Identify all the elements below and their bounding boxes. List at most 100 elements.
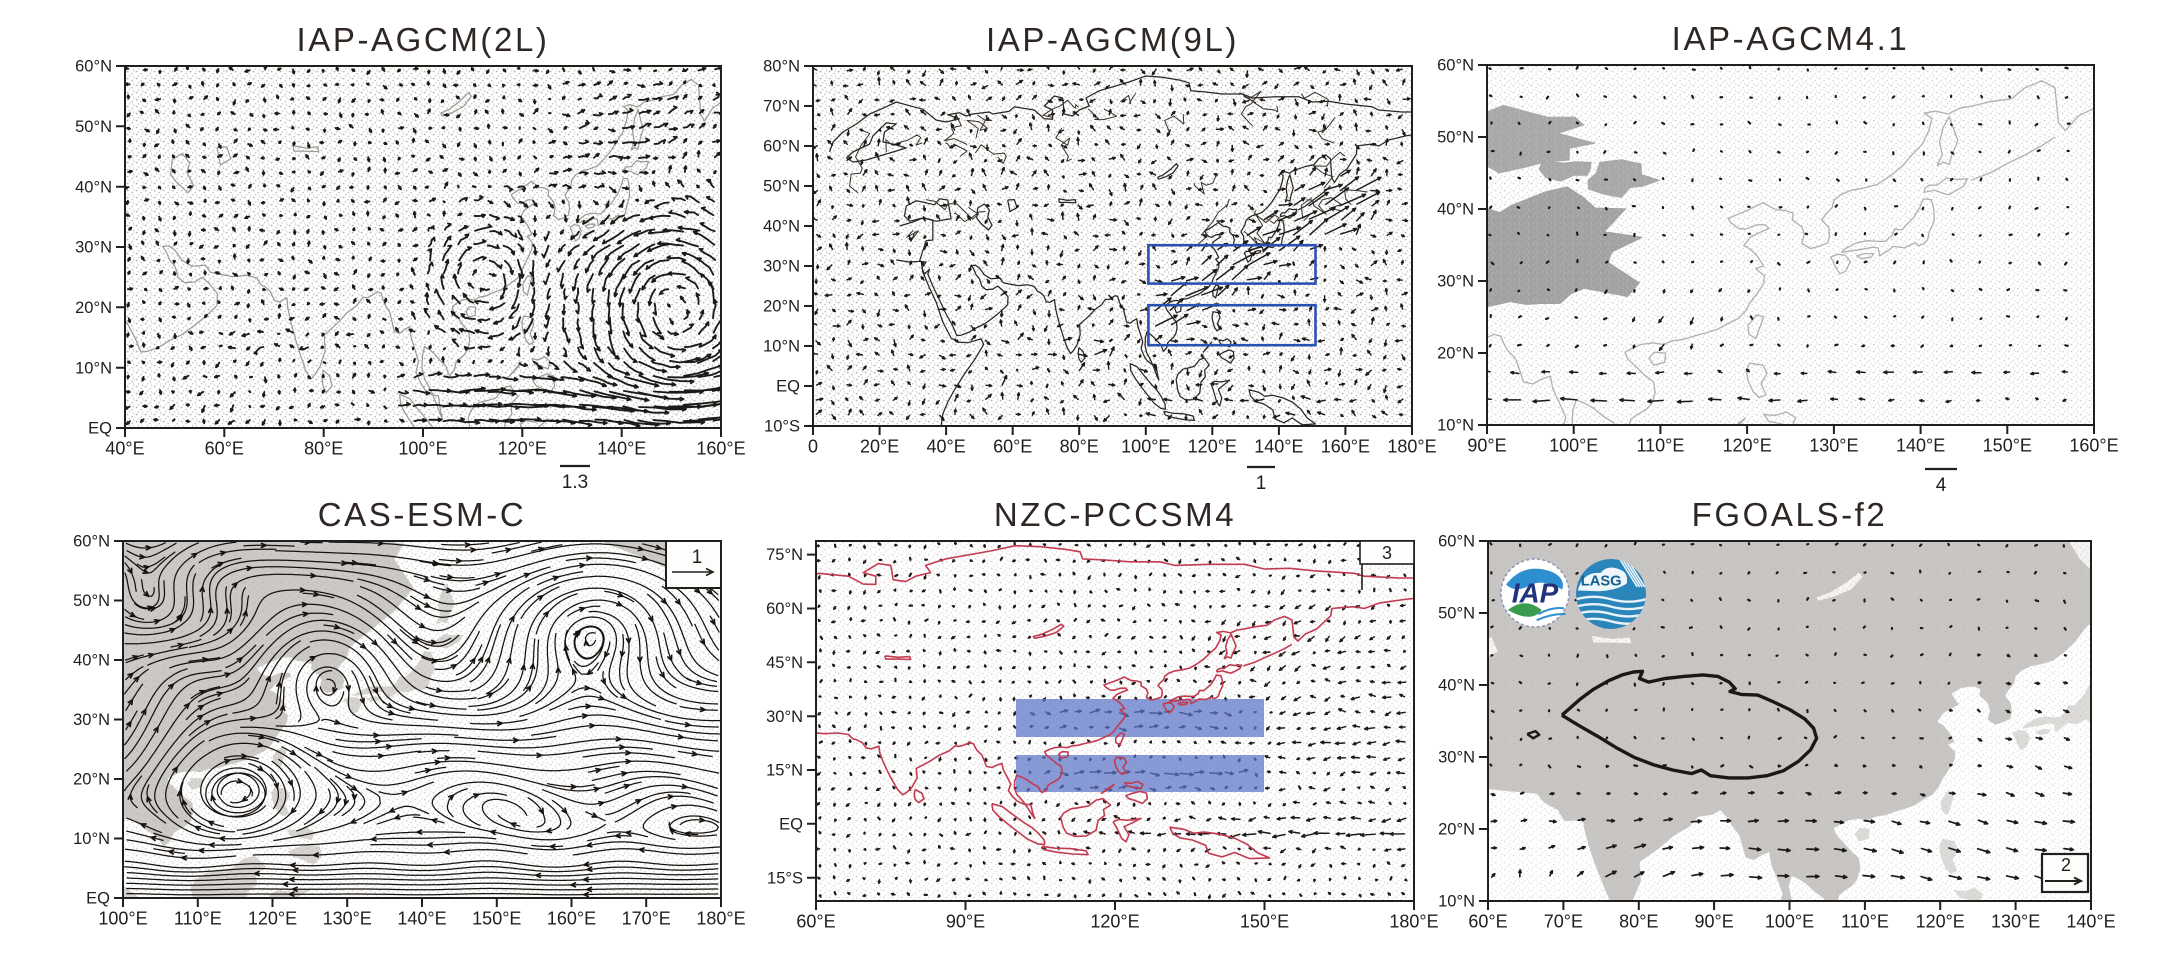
svg-text:60°E: 60°E [796, 912, 835, 932]
svg-text:4: 4 [1936, 475, 1947, 496]
svg-text:60°N: 60°N [763, 138, 800, 156]
svg-text:80°E: 80°E [1619, 912, 1658, 932]
svg-text:40°N: 40°N [75, 178, 112, 196]
svg-text:40°N: 40°N [1437, 201, 1474, 219]
svg-text:75°N: 75°N [766, 546, 803, 564]
svg-text:20°N: 20°N [73, 771, 110, 789]
svg-text:50°N: 50°N [1438, 605, 1475, 623]
svg-text:EQ: EQ [776, 378, 800, 396]
svg-text:100°E: 100°E [398, 439, 447, 459]
svg-text:20°N: 20°N [75, 299, 112, 317]
svg-text:40°N: 40°N [763, 218, 800, 236]
svg-text:140°E: 140°E [1254, 437, 1303, 457]
svg-text:100°E: 100°E [1121, 437, 1170, 457]
svg-text:140°E: 140°E [597, 439, 646, 459]
svg-text:LASG: LASG [1581, 573, 1622, 589]
svg-text:60°N: 60°N [73, 533, 110, 551]
svg-text:90°E: 90°E [1694, 912, 1733, 932]
svg-text:NZC-PCCSM4: NZC-PCCSM4 [994, 496, 1236, 533]
svg-text:60°E: 60°E [205, 439, 244, 459]
svg-text:50°N: 50°N [763, 178, 800, 196]
svg-text:140°E: 140°E [397, 909, 446, 929]
svg-text:90°E: 90°E [1467, 436, 1506, 456]
svg-text:160°E: 160°E [696, 439, 745, 459]
svg-text:90°E: 90°E [946, 912, 985, 932]
svg-text:30°N: 30°N [73, 711, 110, 729]
svg-text:60°N: 60°N [1437, 57, 1474, 75]
svg-text:10°N: 10°N [763, 338, 800, 356]
svg-text:15°N: 15°N [766, 762, 803, 780]
svg-text:10°N: 10°N [75, 359, 112, 377]
svg-text:20°N: 20°N [763, 298, 800, 316]
svg-text:160°E: 160°E [2069, 436, 2118, 456]
svg-text:IAP-AGCM(9L): IAP-AGCM(9L) [986, 21, 1239, 58]
svg-text:10°N: 10°N [1438, 893, 1475, 911]
svg-text:60°N: 60°N [75, 58, 112, 76]
svg-text:EQ: EQ [779, 815, 803, 833]
svg-text:130°E: 130°E [1809, 436, 1858, 456]
svg-text:170°E: 170°E [622, 909, 671, 929]
svg-text:100°E: 100°E [98, 909, 147, 929]
svg-text:110°E: 110°E [1636, 436, 1684, 456]
svg-text:0: 0 [808, 437, 818, 457]
svg-text:CAS-ESM-C: CAS-ESM-C [318, 496, 527, 533]
svg-text:150°E: 150°E [1240, 912, 1289, 932]
svg-text:20°E: 20°E [860, 437, 899, 457]
svg-text:150°E: 150°E [1983, 436, 2032, 456]
svg-text:100°E: 100°E [1765, 912, 1814, 932]
svg-text:180°E: 180°E [1387, 437, 1436, 457]
svg-text:80°E: 80°E [1060, 437, 1099, 457]
svg-text:120°E: 120°E [1722, 436, 1771, 456]
svg-text:60°E: 60°E [1468, 912, 1507, 932]
svg-text:30°N: 30°N [766, 708, 803, 726]
svg-text:130°E: 130°E [323, 909, 372, 929]
svg-text:50°N: 50°N [73, 592, 110, 610]
svg-text:130°E: 130°E [1991, 912, 2040, 932]
svg-text:40°E: 40°E [105, 439, 144, 459]
svg-text:80°N: 80°N [763, 58, 800, 76]
svg-text:180°E: 180°E [696, 909, 745, 929]
svg-text:1: 1 [1256, 473, 1267, 494]
svg-text:70°N: 70°N [763, 98, 800, 116]
svg-text:3: 3 [1382, 543, 1392, 563]
svg-text:30°N: 30°N [75, 239, 112, 257]
svg-text:EQ: EQ [86, 890, 110, 908]
svg-text:FGOALS-f2: FGOALS-f2 [1692, 496, 1888, 533]
svg-text:150°E: 150°E [472, 909, 521, 929]
svg-text:160°E: 160°E [547, 909, 596, 929]
svg-text:45°N: 45°N [766, 654, 803, 672]
svg-text:EQ: EQ [88, 420, 112, 438]
svg-text:40°E: 40°E [926, 437, 965, 457]
svg-text:20°N: 20°N [1438, 821, 1475, 839]
svg-text:70°E: 70°E [1544, 912, 1583, 932]
svg-text:2: 2 [2061, 855, 2071, 875]
svg-text:30°N: 30°N [763, 258, 800, 276]
svg-text:IAP-AGCM4.1: IAP-AGCM4.1 [1672, 20, 1910, 57]
svg-text:30°N: 30°N [1437, 273, 1474, 291]
svg-text:60°N: 60°N [766, 600, 803, 618]
svg-text:10°N: 10°N [73, 830, 110, 848]
svg-text:120°E: 120°E [248, 909, 297, 929]
svg-text:60°N: 60°N [1438, 533, 1475, 551]
svg-text:40°N: 40°N [73, 652, 110, 670]
svg-text:50°N: 50°N [1437, 129, 1474, 147]
svg-text:120°E: 120°E [1090, 912, 1139, 932]
svg-text:140°E: 140°E [1896, 436, 1945, 456]
svg-text:160°E: 160°E [1321, 437, 1370, 457]
svg-text:IAP-AGCM(2L): IAP-AGCM(2L) [296, 21, 549, 58]
svg-text:110°E: 110°E [174, 909, 222, 929]
svg-text:80°E: 80°E [304, 439, 343, 459]
svg-text:60°E: 60°E [993, 437, 1032, 457]
svg-text:10°N: 10°N [1437, 417, 1474, 435]
svg-text:120°E: 120°E [1916, 912, 1965, 932]
svg-text:180°E: 180°E [1389, 912, 1438, 932]
svg-text:1: 1 [692, 547, 703, 568]
svg-text:120°E: 120°E [1188, 437, 1237, 457]
svg-text:20°N: 20°N [1437, 345, 1474, 363]
svg-text:10°S: 10°S [764, 418, 800, 436]
svg-text:IAP: IAP [1512, 578, 1559, 609]
svg-text:100°E: 100°E [1549, 436, 1598, 456]
svg-text:50°N: 50°N [75, 118, 112, 136]
svg-text:120°E: 120°E [498, 439, 547, 459]
svg-text:110°E: 110°E [1841, 912, 1889, 932]
